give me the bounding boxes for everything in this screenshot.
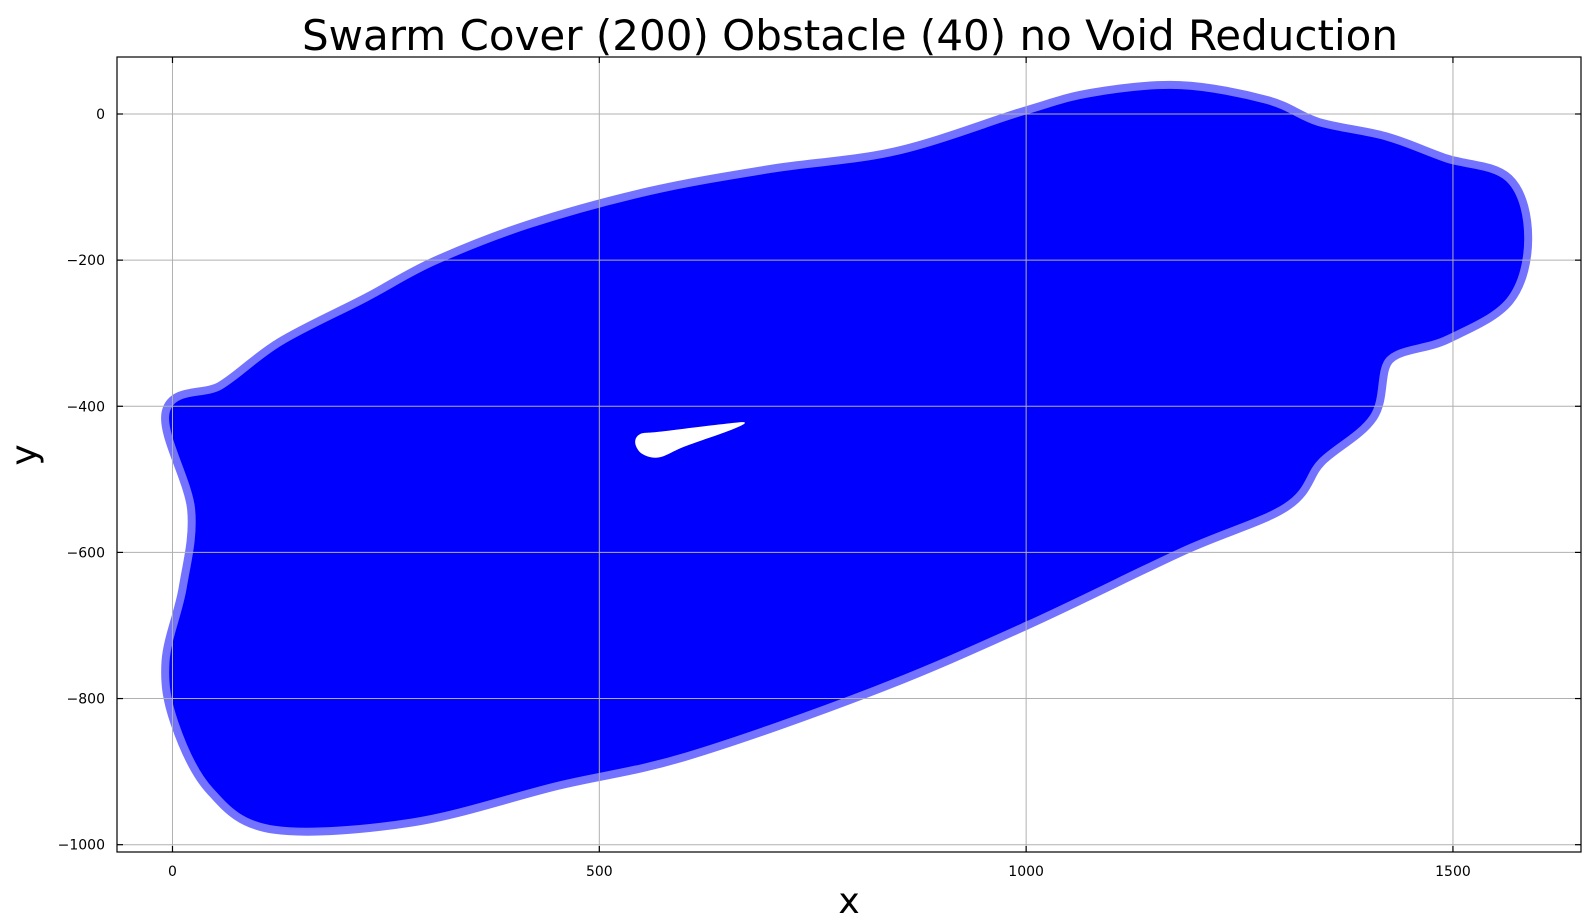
x-tick-label: 1500 [1435,864,1471,880]
grid [117,57,1581,852]
plot-frame [116,56,1582,853]
y-tick-label: −200 [67,253,105,269]
y-tick-label: −400 [67,399,105,415]
uncovered-void-1 [635,422,745,458]
chart-title: Swarm Cover (200) Obstacle (40) no Void … [302,11,1398,60]
y-tick-label: −1000 [58,838,105,854]
x-tick-label: 0 [168,864,177,880]
x-tick-label: 1000 [1008,864,1044,880]
x-tick-label: 500 [586,864,613,880]
y-tick-label: 0 [96,107,105,123]
y-tick-label: −600 [67,545,105,561]
axis-ticks: 0 500 1000 1500 0 −200 −400 −600 −800 −1000 [58,57,1581,880]
coverage-region [169,88,1525,828]
y-axis-title: y [4,444,45,465]
plot-area [161,80,1533,836]
y-tick-label: −800 [67,692,105,708]
x-axis-title: x [838,881,859,921]
